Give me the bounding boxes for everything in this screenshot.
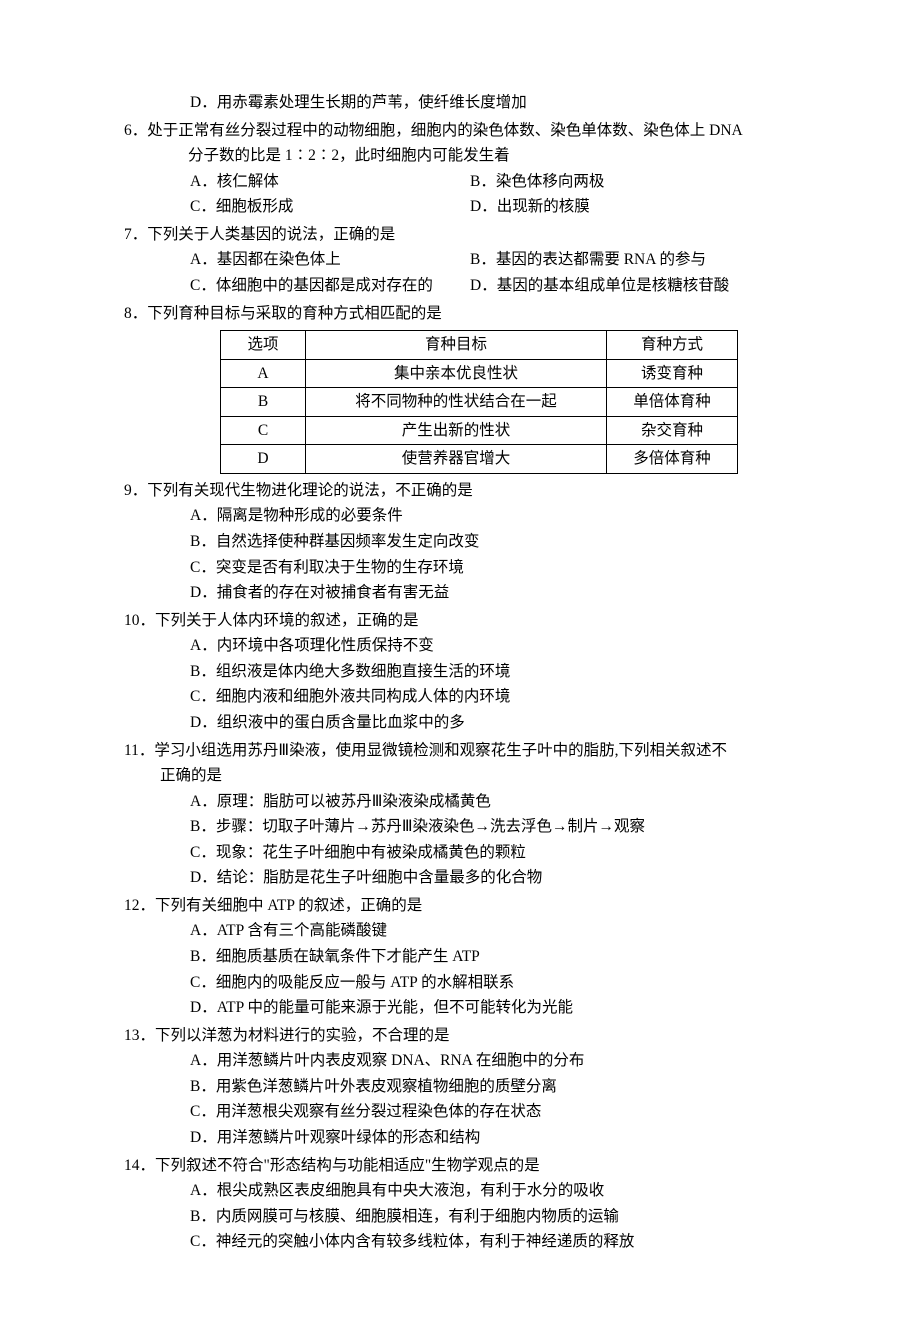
option-c: C．用洋葱根尖观察有丝分裂过程染色体的存在状态 xyxy=(190,1099,796,1125)
cell-option: C xyxy=(221,416,306,445)
cell-option: A xyxy=(221,359,306,388)
cell-goal: 将不同物种的性状结合在一起 xyxy=(306,388,607,417)
option-b: B．基因的表达都需要 RNA 的参与 xyxy=(470,247,706,273)
option-c: C．体细胞中的基因都是成对存在的 xyxy=(190,273,470,299)
option-a: A．基因都在染色体上 xyxy=(190,247,470,273)
option-d: D．组织液中的蛋白质含量比血浆中的多 xyxy=(190,710,796,736)
option-b: B．用紫色洋葱鳞片叶外表皮观察植物细胞的质壁分离 xyxy=(190,1074,796,1100)
question-stem: 11．学习小组选用苏丹Ⅲ染液，使用显微镜检测和观察花生子叶中的脂肪,下列相关叙述… xyxy=(124,738,796,764)
question-5-partial: D．用赤霉素处理生长期的芦苇，使纤维长度增加 xyxy=(124,90,796,116)
question-6: 6．处于正常有丝分裂过程中的动物细胞，细胞内的染色体数、染色单体数、染色体上 D… xyxy=(124,118,796,220)
option-a: A．内环境中各项理化性质保持不变 xyxy=(190,633,796,659)
question-9: 9．下列有关现代生物进化理论的说法，不正确的是 A．隔离是物种形成的必要条件 B… xyxy=(124,478,796,606)
option-c: C．突变是否有利取决于生物的生存环境 xyxy=(190,555,796,581)
cell-option: D xyxy=(221,445,306,474)
option-d: D．结论：脂肪是花生子叶细胞中含量最多的化合物 xyxy=(190,865,796,891)
col-header-option: 选项 xyxy=(221,331,306,360)
option-a: A．ATP 含有三个高能磷酸键 xyxy=(190,918,796,944)
question-10: 10．下列关于人体内环境的叙述，正确的是 A．内环境中各项理化性质保持不变 B．… xyxy=(124,608,796,736)
cell-goal: 使营养器官增大 xyxy=(306,445,607,474)
breeding-table: 选项 育种目标 育种方式 A 集中亲本优良性状 诱变育种 B 将不同物种的性状结… xyxy=(220,330,738,474)
col-header-goal: 育种目标 xyxy=(306,331,607,360)
option-a: A．原理：脂肪可以被苏丹Ⅲ染液染成橘黄色 xyxy=(190,789,796,815)
option-b: B．内质网膜可与核膜、细胞膜相连，有利于细胞内物质的运输 xyxy=(190,1204,796,1230)
cell-goal: 集中亲本优良性状 xyxy=(306,359,607,388)
cell-goal: 产生出新的性状 xyxy=(306,416,607,445)
question-7: 7．下列关于人类基因的说法，正确的是 A．基因都在染色体上 B．基因的表达都需要… xyxy=(124,222,796,299)
question-8: 8．下列育种目标与采取的育种方式相匹配的是 选项 育种目标 育种方式 A 集中亲… xyxy=(124,301,796,474)
cell-method: 诱变育种 xyxy=(607,359,738,388)
question-stem: 12．下列有关细胞中 ATP 的叙述，正确的是 xyxy=(124,893,796,919)
question-11: 11．学习小组选用苏丹Ⅲ染液，使用显微镜检测和观察花生子叶中的脂肪,下列相关叙述… xyxy=(124,738,796,891)
option-b: B．组织液是体内绝大多数细胞直接生活的环境 xyxy=(190,659,796,685)
question-13: 13．下列以洋葱为材料进行的实验，不合理的是 A．用洋葱鳞片叶内表皮观察 DNA… xyxy=(124,1023,796,1151)
question-stem: 8．下列育种目标与采取的育种方式相匹配的是 xyxy=(124,301,796,327)
option-a: A．隔离是物种形成的必要条件 xyxy=(190,503,796,529)
option-c: C．细胞板形成 xyxy=(190,194,470,220)
option-a: A．根尖成熟区表皮细胞具有中央大液泡，有利于水分的吸收 xyxy=(190,1178,796,1204)
option-c: C．神经元的突触小体内含有较多线粒体，有利于神经递质的释放 xyxy=(190,1229,796,1255)
question-stem-cont: 分子数的比是 1∶2∶2，此时细胞内可能发生着 xyxy=(124,143,796,169)
option-d: D．ATP 中的能量可能来源于光能，但不可能转化为光能 xyxy=(190,995,796,1021)
option-b: B．细胞质基质在缺氧条件下才能产生 ATP xyxy=(190,944,796,970)
table-header-row: 选项 育种目标 育种方式 xyxy=(221,331,738,360)
cell-option: B xyxy=(221,388,306,417)
option-c: C．细胞内液和细胞外液共同构成人体的内环境 xyxy=(190,684,796,710)
option-d: D．出现新的核膜 xyxy=(470,194,590,220)
option-b: B．步骤：切取子叶薄片→苏丹Ⅲ染液染色→洗去浮色→制片→观察 xyxy=(190,814,796,840)
question-stem: 14．下列叙述不符合"形态结构与功能相适应"生物学观点的是 xyxy=(124,1153,796,1179)
question-14: 14．下列叙述不符合"形态结构与功能相适应"生物学观点的是 A．根尖成熟区表皮细… xyxy=(124,1153,796,1255)
question-stem: 10．下列关于人体内环境的叙述，正确的是 xyxy=(124,608,796,634)
col-header-method: 育种方式 xyxy=(607,331,738,360)
option-d: D．基因的基本组成单位是核糖核苷酸 xyxy=(470,273,729,299)
question-stem: 6．处于正常有丝分裂过程中的动物细胞，细胞内的染色体数、染色单体数、染色体上 D… xyxy=(124,118,796,144)
option-a: A．用洋葱鳞片叶内表皮观察 DNA、RNA 在细胞中的分布 xyxy=(190,1048,796,1074)
table-row: B 将不同物种的性状结合在一起 单倍体育种 xyxy=(221,388,738,417)
question-stem: 9．下列有关现代生物进化理论的说法，不正确的是 xyxy=(124,478,796,504)
cell-method: 杂交育种 xyxy=(607,416,738,445)
table-row: D 使营养器官增大 多倍体育种 xyxy=(221,445,738,474)
question-stem: 13．下列以洋葱为材料进行的实验，不合理的是 xyxy=(124,1023,796,1049)
option-d: D．捕食者的存在对被捕食者有害无益 xyxy=(190,580,796,606)
question-12: 12．下列有关细胞中 ATP 的叙述，正确的是 A．ATP 含有三个高能磷酸键 … xyxy=(124,893,796,1021)
question-stem-cont: 正确的是 xyxy=(124,763,796,789)
option-d: D．用洋葱鳞片叶观察叶绿体的形态和结构 xyxy=(190,1125,796,1151)
question-stem: 7．下列关于人类基因的说法，正确的是 xyxy=(124,222,796,248)
table-row: C 产生出新的性状 杂交育种 xyxy=(221,416,738,445)
cell-method: 单倍体育种 xyxy=(607,388,738,417)
option-b: B．自然选择使种群基因频率发生定向改变 xyxy=(190,529,796,555)
cell-method: 多倍体育种 xyxy=(607,445,738,474)
option-a: A．核仁解体 xyxy=(190,169,470,195)
option-b: B．染色体移向两极 xyxy=(470,169,604,195)
option-d: D．用赤霉素处理生长期的芦苇，使纤维长度增加 xyxy=(124,90,796,116)
table-row: A 集中亲本优良性状 诱变育种 xyxy=(221,359,738,388)
option-c: C．细胞内的吸能反应一般与 ATP 的水解相联系 xyxy=(190,970,796,996)
option-c: C．现象：花生子叶细胞中有被染成橘黄色的颗粒 xyxy=(190,840,796,866)
